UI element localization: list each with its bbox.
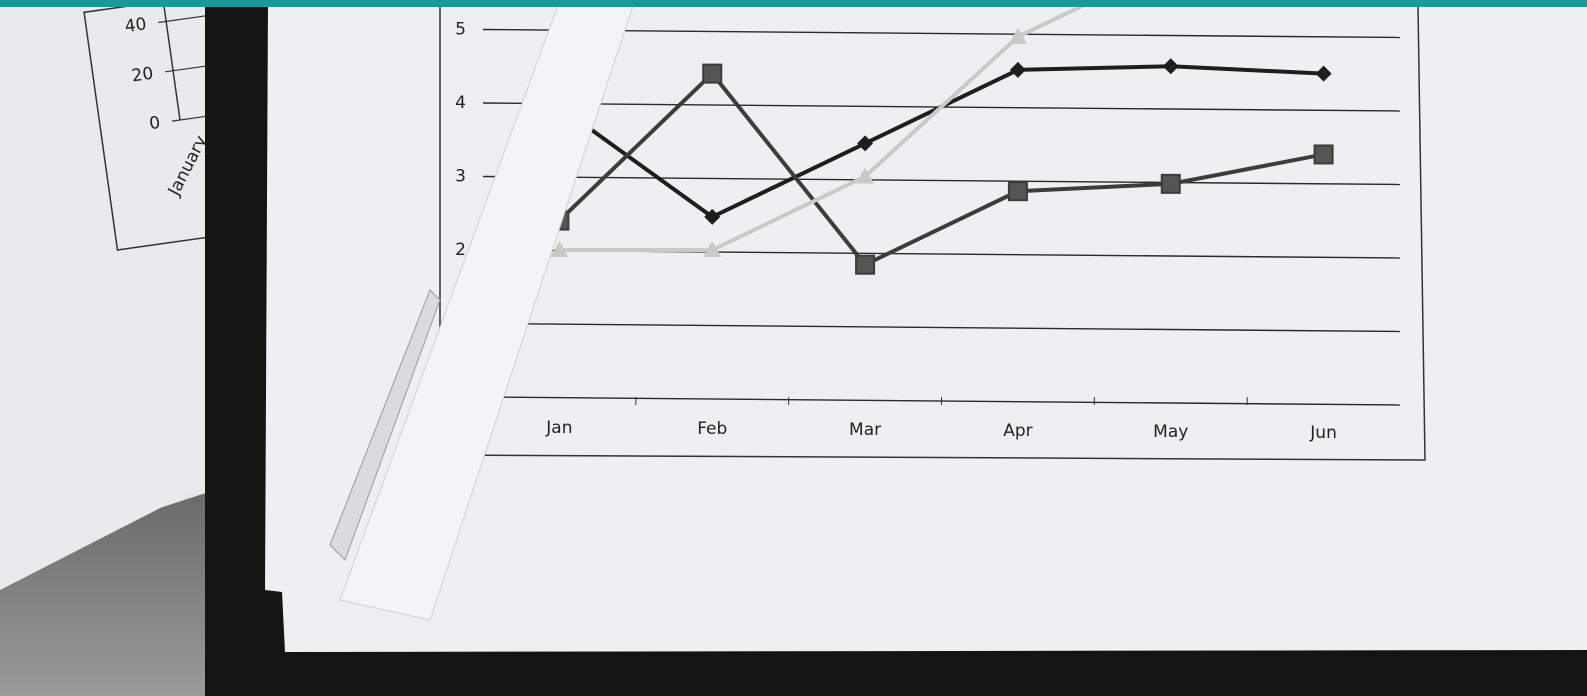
x-tick-label: Jan bbox=[545, 418, 572, 438]
tick-mark bbox=[165, 53, 215, 73]
y-tick-label: 5 bbox=[455, 20, 466, 40]
marker bbox=[1007, 181, 1028, 202]
x-tick-label: Apr bbox=[1003, 421, 1032, 441]
y-tick-label: 0 bbox=[148, 113, 162, 134]
grid-line bbox=[482, 322, 1401, 333]
y-tick-label: 40 bbox=[124, 14, 148, 37]
table bbox=[0, 490, 215, 696]
y-tick-label: 4 bbox=[455, 93, 466, 113]
marker bbox=[1162, 58, 1179, 75]
marker bbox=[703, 241, 722, 257]
grid-line bbox=[482, 28, 1401, 39]
marker bbox=[857, 135, 874, 152]
y-tick-label: 2 bbox=[455, 240, 466, 260]
left-paper bbox=[0, 0, 215, 590]
y-tick-label: 20 bbox=[130, 64, 154, 87]
marker bbox=[855, 254, 876, 275]
chart-frame bbox=[439, 6, 1426, 461]
x-tick-label: Feb bbox=[697, 419, 727, 439]
series-line bbox=[558, 70, 1324, 268]
x-tick-label: May bbox=[1153, 422, 1188, 442]
marker bbox=[550, 241, 569, 257]
marker bbox=[1315, 65, 1332, 82]
marker bbox=[856, 167, 875, 184]
tick-mark bbox=[171, 102, 215, 122]
x-tick-label: Mar bbox=[849, 420, 881, 440]
pen bbox=[329, 0, 636, 621]
marker bbox=[702, 63, 723, 84]
y-tick-label: 3 bbox=[455, 167, 466, 187]
top-bar bbox=[0, 0, 1587, 7]
marker bbox=[704, 208, 721, 225]
marker bbox=[1009, 61, 1026, 78]
tick-mark bbox=[158, 4, 215, 24]
marker bbox=[1313, 144, 1334, 165]
x-tick-label: Jun bbox=[1309, 423, 1337, 443]
small-frame bbox=[83, 0, 215, 251]
marker bbox=[1008, 27, 1027, 44]
marker bbox=[1160, 173, 1181, 194]
series-layer bbox=[549, 7, 1334, 275]
paper bbox=[265, 0, 1587, 652]
grid-line bbox=[482, 175, 1401, 186]
